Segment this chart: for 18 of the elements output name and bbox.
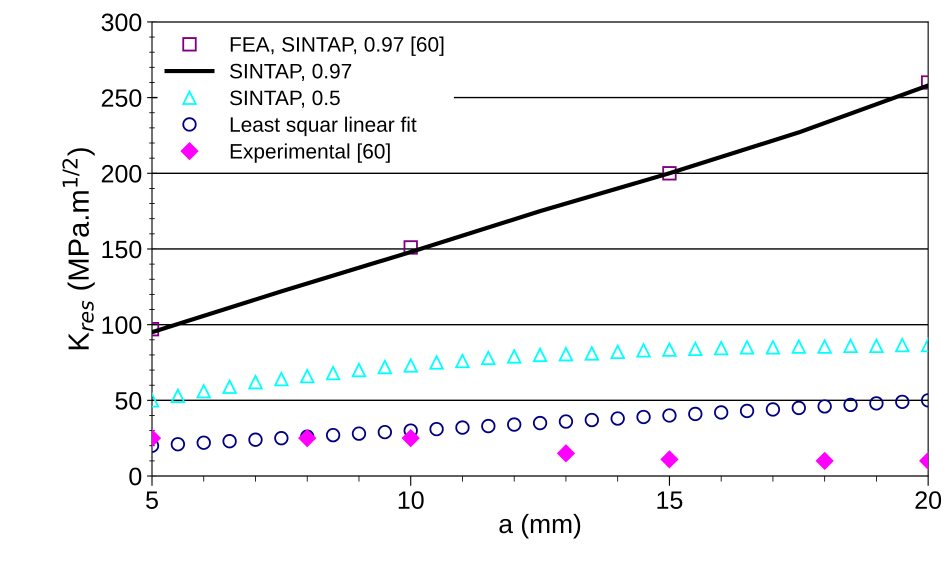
y-tick-label: 0	[129, 468, 142, 486]
legend-label: SINTAP, 0.97	[230, 64, 352, 81]
x-tick-label: 10	[398, 491, 424, 509]
y-tick-label: 100	[102, 316, 142, 334]
y-tick-label: 250	[102, 89, 142, 107]
x-tick-label: 5	[146, 492, 158, 509]
y-tick-label: 150	[102, 240, 142, 258]
y-tick-label: 300	[102, 14, 142, 32]
legend-label: Least squar linear fit	[230, 116, 417, 136]
x-axis-title: a (mm)	[499, 514, 580, 538]
y-tick-label: 200	[102, 164, 142, 183]
legend-label: Experimental [60]	[230, 143, 390, 163]
legend-label: SINTAP, 0.5	[230, 90, 340, 108]
y-axis-title: K$_{res}$ (MPa.m$^{1/2}$)	[62, 148, 95, 350]
x-tick-label: 20	[916, 491, 942, 509]
y-tick-label: 50	[115, 392, 142, 410]
legend-label: FEA, SINTAP, 0.97 [60]	[230, 36, 444, 56]
x-tick-label: 15	[657, 492, 682, 509]
